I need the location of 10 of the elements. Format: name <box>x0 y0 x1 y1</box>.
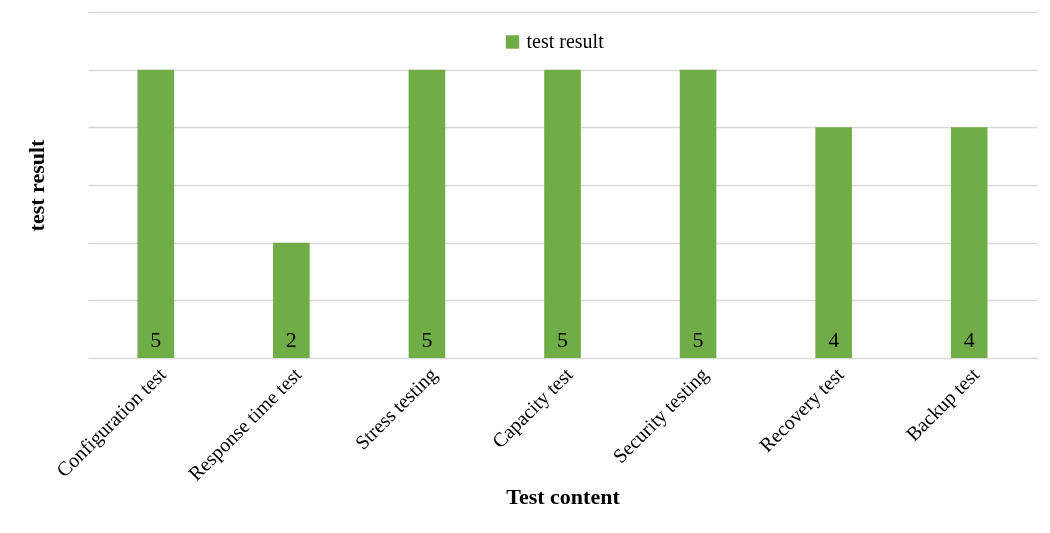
x-axis-title: Test content <box>506 483 621 509</box>
data-label: 4 <box>963 327 975 352</box>
data-label: 5 <box>150 327 162 352</box>
data-label: 2 <box>285 327 297 352</box>
data-label: 5 <box>557 327 568 352</box>
data-label: 5 <box>692 327 704 352</box>
data-label: 4 <box>828 327 840 352</box>
data-label: 5 <box>421 327 433 352</box>
legend-label: test result <box>526 30 605 52</box>
y-axis-title: test result <box>23 138 49 232</box>
